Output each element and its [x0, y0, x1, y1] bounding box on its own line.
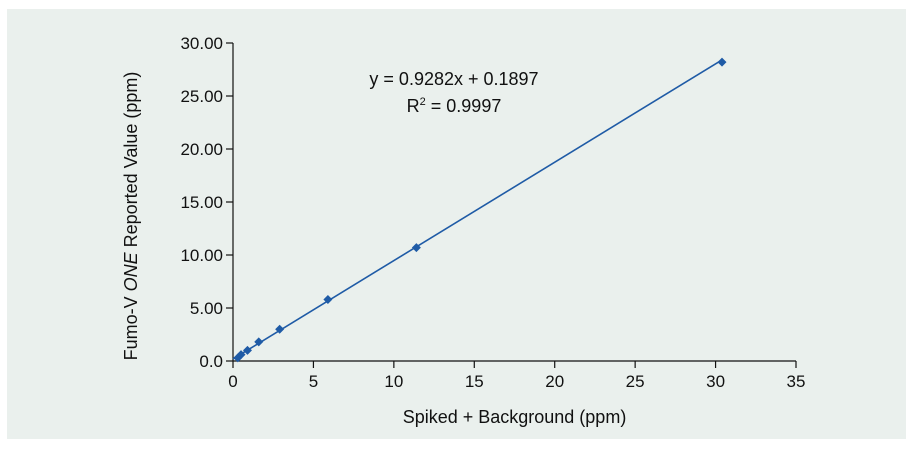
scatter-chart: 0 5 10 15 20 25 30 35 0.0 5.00 10.00 15.00 20.00 25.…: [121, 34, 805, 427]
data-point: [236, 350, 246, 360]
x-axis-title: Spiked + Background (ppm): [403, 407, 627, 427]
y-tick-label: 25.00: [180, 87, 223, 106]
data-points: [233, 57, 727, 363]
y-ticks: 0.0 5.00 10.00 15.00 20.00 25.00 30.00: [180, 34, 233, 371]
data-point: [242, 345, 252, 355]
y-axis-title-suffix: Reported Value (ppm): [121, 72, 141, 253]
y-tick-label: 20.00: [180, 140, 223, 159]
x-tick-label: 0: [228, 372, 237, 391]
y-axis-title-italic: ONE: [121, 251, 141, 291]
x-axis: 0 5 10 15 20 25 30 35: [228, 360, 805, 391]
chart-panel: 0 5 10 15 20 25 30 35 0.0 5.00 10.00 15.00 20.00 25.…: [7, 9, 906, 439]
x-tick-label: 10: [384, 372, 403, 391]
x-tick-label: 25: [626, 372, 645, 391]
r-squared-number: = 0.9997: [426, 96, 502, 116]
y-tick-label: 15.00: [180, 193, 223, 212]
r-squared-value: R2 = 0.9997: [407, 96, 502, 116]
trendline: [232, 59, 723, 360]
data-point: [411, 243, 421, 253]
y-axis: 0.0 5.00 10.00 15.00 20.00 25.00 30.00: [180, 34, 234, 371]
y-tick-label: 0.0: [199, 352, 223, 371]
r-squared-superscript: 2: [420, 96, 426, 108]
y-tick-label: 30.00: [180, 34, 223, 53]
y-tick-label: 5.00: [190, 299, 223, 318]
data-point: [717, 57, 727, 67]
x-ticks: 0 5 10 15 20 25 30 35: [228, 361, 805, 391]
x-tick-label: 35: [787, 372, 806, 391]
y-axis-title: Fumo-V ONE Reported Value (ppm): [121, 72, 141, 361]
y-tick-label: 10.00: [180, 246, 223, 265]
data-point: [323, 295, 333, 305]
y-axis-title-prefix: Fumo-V: [121, 291, 141, 360]
x-tick-label: 30: [706, 372, 725, 391]
x-tick-label: 20: [545, 372, 564, 391]
x-tick-label: 15: [465, 372, 484, 391]
r-squared-prefix: R: [407, 96, 420, 116]
data-point: [275, 324, 285, 334]
regression-equation: y = 0.9282x + 0.1897: [369, 69, 538, 89]
x-tick-label: 5: [309, 372, 318, 391]
data-point: [254, 337, 264, 347]
